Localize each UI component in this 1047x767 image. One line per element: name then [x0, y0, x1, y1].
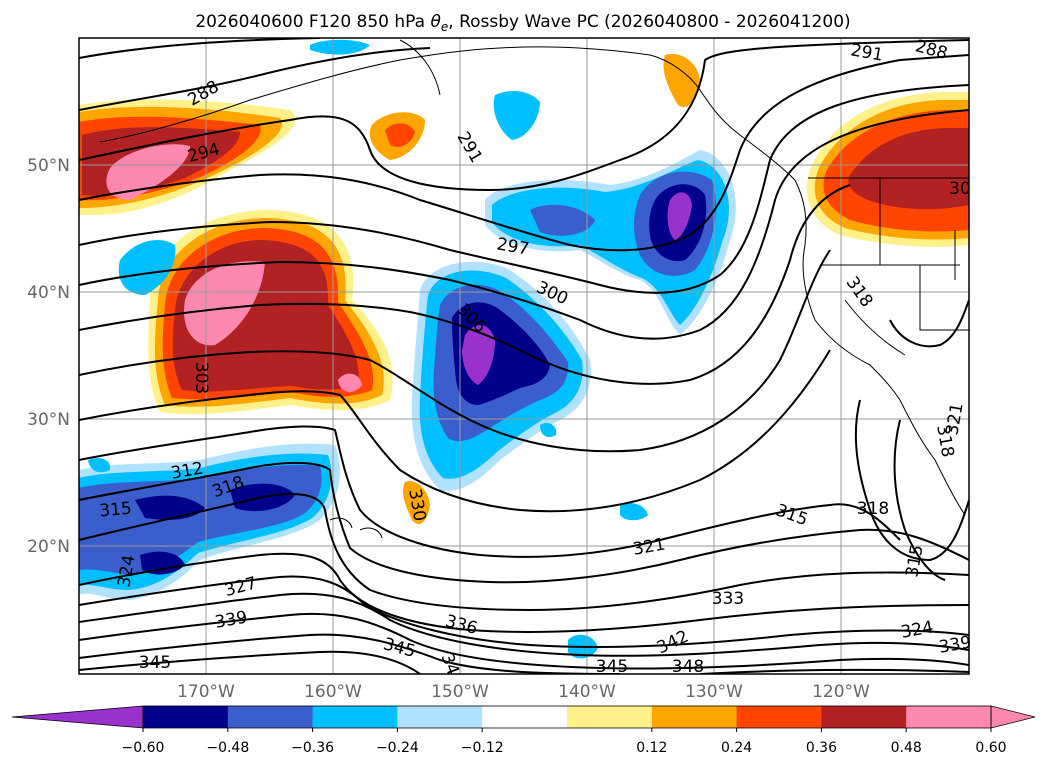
latitude-labels: 50°N 40°N 30°N 20°N: [27, 156, 70, 557]
map-frame: [78, 37, 970, 675]
contour-label: 333: [712, 589, 744, 609]
lat-label-50n: 50°N: [27, 156, 70, 176]
colorbar-tick-label: −0.48: [206, 740, 249, 756]
colorbar-max-extend: [990, 705, 1036, 729]
contour-label: 30: [949, 179, 971, 199]
lon-label-160w: 160°W: [304, 682, 362, 702]
colorbar-tick-label: 0.24: [721, 740, 752, 756]
colorbar-segment: [567, 706, 653, 728]
colorbar-segment: [227, 706, 314, 728]
pc-shading: [79, 39, 969, 659]
contour-label: 345: [139, 653, 171, 673]
colorbar-tick-label: −0.36: [291, 740, 334, 756]
lon-label-120w: 120°W: [812, 682, 870, 702]
colorbar-segment: [906, 706, 992, 728]
lat-label-40n: 40°N: [27, 283, 70, 303]
lon-label-130w: 130°W: [685, 682, 743, 702]
lat-label-20n: 20°N: [27, 537, 70, 557]
colorbar-tick-label: 0.60: [975, 740, 1006, 756]
colorbar: −0.60 −0.48 −0.36 −0.24 −0.12 0.12 0.24 0.36 0.4…: [11, 705, 1036, 756]
colorbar-segment: [736, 706, 822, 728]
colorbar-tick-label: 0.48: [891, 740, 922, 756]
colorbar-tick-label: −0.60: [122, 740, 165, 756]
coastlines: [99, 39, 969, 539]
colorbar-tick-label: 0.36: [806, 740, 837, 756]
contour-label: 345: [596, 657, 628, 677]
contour-label: 315: [99, 499, 133, 522]
colorbar-tick-label: −0.12: [461, 740, 504, 756]
lon-label-140w: 140°W: [558, 682, 616, 702]
contour-label: 303: [191, 362, 211, 394]
graticule: [79, 38, 969, 674]
colorbar-segment: [397, 706, 483, 728]
colorbar-segment: [482, 706, 568, 728]
contour-label: 348: [672, 657, 704, 677]
lon-label-150w: 150°W: [431, 682, 489, 702]
lat-label-30n: 30°N: [27, 410, 70, 430]
colorbar-min-extend: [11, 705, 144, 729]
colorbar-segment: [821, 706, 907, 728]
theta-e-contours: [79, 38, 969, 674]
lon-label-170w: 170°W: [177, 682, 235, 702]
contour-label: 318: [857, 499, 889, 519]
colorbar-tick-label: 0.12: [636, 740, 667, 756]
colorbar-segment: [143, 706, 229, 728]
colorbar-segment: [651, 706, 738, 728]
longitude-labels: 170°W 160°W 150°W 140°W 130°W 120°W: [177, 682, 870, 702]
colorbar-segment: [312, 706, 398, 728]
colorbar-tick-label: −0.24: [376, 740, 419, 756]
map-title: 2026040600 F120 850 hPa θe, Rossby Wave …: [195, 12, 850, 34]
